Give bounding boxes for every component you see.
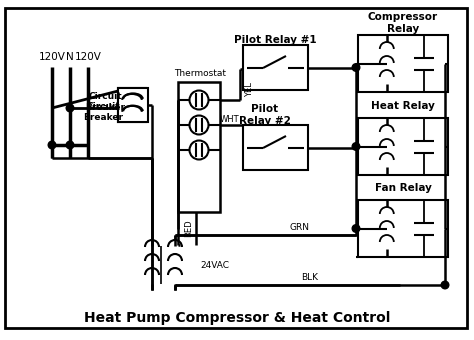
Text: Fan Relay: Fan Relay [374, 183, 431, 193]
Circle shape [352, 64, 360, 71]
Text: BLK: BLK [301, 273, 319, 283]
Text: Circuit
Breaker: Circuit Breaker [85, 92, 125, 112]
Text: WHT: WHT [220, 115, 240, 123]
Circle shape [441, 281, 449, 289]
Text: Circuit
Breaker: Circuit Breaker [83, 102, 123, 122]
Bar [358, 200, 448, 257]
Text: 120V: 120V [38, 52, 65, 62]
Circle shape [48, 141, 56, 149]
Circle shape [352, 143, 360, 150]
Circle shape [352, 225, 360, 232]
Bar [358, 35, 448, 92]
Bar [358, 118, 448, 175]
Text: Pilot Relay #1: Pilot Relay #1 [234, 35, 316, 45]
Bar [118, 88, 148, 122]
Text: GRN: GRN [290, 223, 310, 233]
Bar [118, 88, 146, 122]
Circle shape [66, 141, 74, 149]
Text: Heat Pump Compressor & Heat Control: Heat Pump Compressor & Heat Control [84, 311, 390, 325]
Text: YEL: YEL [245, 83, 254, 98]
Bar [178, 82, 220, 212]
Text: N: N [66, 52, 74, 62]
Text: RED: RED [184, 219, 193, 237]
Text: Heat Relay: Heat Relay [371, 101, 435, 111]
Text: 24VAC: 24VAC [200, 260, 229, 270]
Text: 120V: 120V [74, 52, 101, 62]
Text: Compressor
Relay: Compressor Relay [368, 12, 438, 34]
Text: Pilot
Relay #2: Pilot Relay #2 [239, 104, 291, 126]
Bar [243, 45, 308, 90]
Circle shape [66, 104, 74, 112]
Text: Thermostat: Thermostat [174, 68, 226, 78]
Bar [243, 125, 308, 170]
